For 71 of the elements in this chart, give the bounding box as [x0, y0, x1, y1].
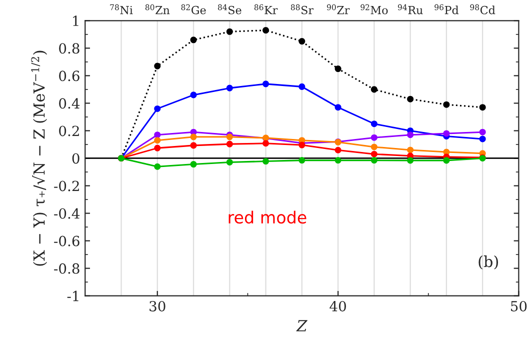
- text: $^{88}$Sr: [290, 4, 314, 14]
- y-tick-label: 0.4: [59, 98, 80, 109]
- point: [262, 27, 270, 34]
- annotation: red mode: [228, 210, 306, 224]
- point: [370, 86, 378, 93]
- point: [407, 157, 414, 164]
- point: [190, 92, 197, 98]
- point: [407, 132, 414, 138]
- text: $^{82}$Ge: [181, 4, 206, 14]
- point: [154, 132, 161, 138]
- y-tick-label: -0.4: [54, 208, 80, 219]
- y-tick-label: 0.6: [59, 70, 80, 82]
- text: $^{96}$Pd: [434, 4, 459, 14]
- point: [443, 101, 450, 108]
- text: $^{98}$Cd: [470, 4, 496, 14]
- point: [298, 38, 306, 45]
- point: [190, 142, 197, 149]
- point: [226, 140, 233, 148]
- point: [443, 157, 450, 164]
- point: [226, 84, 233, 92]
- point: [334, 146, 342, 154]
- point: [298, 83, 306, 90]
- x-tick-label: 40: [330, 300, 346, 312]
- point: [298, 157, 306, 164]
- text: $^{90}$Zr: [326, 4, 350, 14]
- text: $^{84}$Se: [218, 4, 242, 14]
- point: [370, 150, 378, 158]
- point: [443, 130, 450, 137]
- point: [154, 62, 161, 70]
- point: [370, 134, 378, 141]
- text: $^{80}$Zn: [145, 4, 170, 14]
- point: [334, 104, 342, 111]
- annotation: (b): [478, 255, 498, 270]
- point: [479, 128, 486, 136]
- point: [190, 134, 197, 140]
- y-tick-label: 0: [72, 153, 80, 164]
- point: [407, 146, 414, 154]
- x-tick-label: 50: [511, 300, 527, 312]
- point: [226, 28, 233, 35]
- point: [334, 66, 342, 72]
- point: [334, 157, 342, 164]
- x-axis-title: Z: [296, 320, 308, 332]
- point: [262, 80, 270, 88]
- point: [226, 158, 233, 166]
- text: $^{86}$Kr: [254, 4, 278, 14]
- point: [479, 104, 486, 111]
- point: [154, 105, 161, 112]
- text: $^{78}$Ni: [110, 4, 133, 14]
- point: [407, 96, 414, 102]
- point: [154, 163, 161, 170]
- point: [190, 161, 197, 168]
- y-tick-label: -0.2: [54, 180, 79, 192]
- y-axis-title: (X − Y) τ₊/√N − Z (MeV$^{−1/2}$): [31, 50, 48, 266]
- y-tick-label: -0.8: [54, 263, 80, 274]
- y-tick-label: 0.8: [59, 43, 80, 54]
- point: [479, 136, 486, 142]
- text: $^{94}$Ru: [398, 4, 423, 14]
- point: [190, 36, 197, 44]
- y-tick-label: 0.2: [59, 126, 79, 136]
- y-tick-label: 1: [73, 16, 78, 26]
- point: [154, 137, 161, 144]
- point: [370, 120, 378, 128]
- x-tick-label: 30: [150, 300, 166, 312]
- point: [370, 157, 378, 164]
- y-tick-label: -0.6: [54, 236, 80, 246]
- point: [262, 140, 270, 147]
- point: [262, 158, 270, 165]
- point: [154, 144, 161, 152]
- text: $^{92}$Mo: [360, 4, 388, 14]
- point: [370, 144, 378, 150]
- y-tick-label: -1: [67, 290, 78, 302]
